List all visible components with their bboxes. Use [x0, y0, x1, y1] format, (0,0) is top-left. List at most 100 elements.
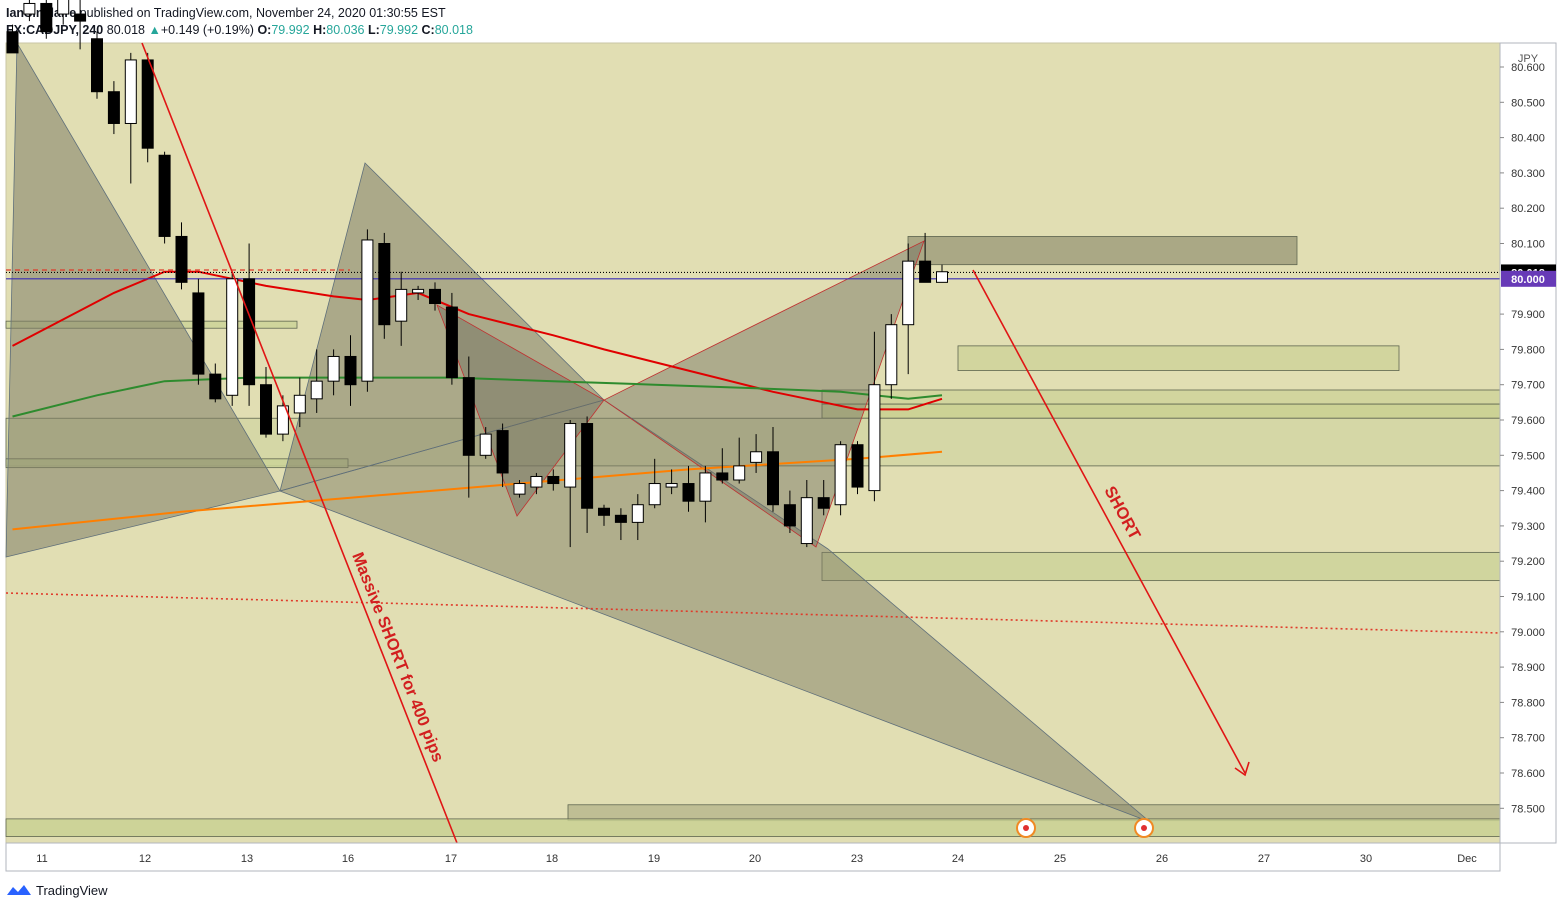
candle: [74, 0, 87, 50]
candle: [23, 0, 36, 22]
candle-body: [547, 475, 560, 485]
candle: [445, 292, 458, 385]
x-axis-ticks: 11 12 13 16 17 18 19 20 23 24 25 26 27 30 Dec: [36, 853, 1477, 865]
candle-body: [412, 288, 425, 294]
y-tick-label: 79.000: [1511, 627, 1545, 639]
candle: [378, 232, 391, 339]
candle-body: [395, 288, 408, 322]
candle: [412, 285, 425, 300]
candle: [936, 264, 948, 283]
candle: [310, 349, 323, 413]
event-marker-1[interactable]: [1016, 818, 1036, 838]
candle: [260, 367, 272, 438]
y-tick-label: 80.600: [1511, 62, 1545, 74]
candle: [783, 490, 796, 533]
y-axis-ticks: 80.600 80.500 80.400 80.300 80.200 80.100 79.9…: [1500, 62, 1545, 815]
candle: [648, 458, 661, 509]
candle: [327, 349, 340, 396]
candle-body: [936, 271, 948, 283]
candle: [851, 441, 864, 495]
y-tick-label: 79.300: [1511, 521, 1545, 533]
candle: [733, 437, 746, 484]
candle-body: [682, 483, 695, 502]
x-tick-label: 30: [1360, 853, 1372, 865]
y-tick-label: 80.300: [1511, 168, 1545, 180]
candle-body: [293, 394, 306, 414]
candle: [834, 441, 847, 516]
x-tick-label: 12: [139, 853, 151, 865]
candle-body: [74, 13, 87, 22]
zone-79-80: [957, 345, 1400, 371]
candle: [344, 335, 357, 406]
candle-body: [868, 384, 881, 492]
candle-body: [429, 288, 441, 305]
y-tick-label: 78.700: [1511, 733, 1545, 745]
chart-header: IanSinclaire published on TradingView.co…: [6, 5, 473, 39]
candle-body: [530, 475, 543, 488]
candle: [631, 494, 644, 541]
candle: [243, 243, 256, 406]
massive-short-arrow: [141, 42, 458, 844]
x-tick-label: Dec: [1457, 853, 1477, 865]
candles-layer: [6, 0, 948, 548]
candle: [6, 24, 19, 54]
low-label: L:: [367, 23, 380, 37]
x-tick-label: 25: [1054, 853, 1066, 865]
y-tick-label: 79.200: [1511, 556, 1545, 568]
candle: [395, 271, 408, 346]
y-tick-label: 80.500: [1511, 97, 1545, 109]
candle: [479, 427, 492, 459]
ma-mid: [12, 376, 943, 418]
red-dotted-trendline: [5, 592, 1501, 634]
x-tick-label: 24: [952, 853, 964, 865]
harmonic-patterns: [5, 41, 1151, 823]
candle: [141, 52, 154, 163]
symbol-name[interactable]: FX:CADJPY, 240: [6, 23, 104, 37]
candle-body: [91, 38, 103, 93]
candle: [107, 81, 120, 135]
y-tick-label: 79.500: [1511, 450, 1545, 462]
candle-body: [462, 377, 475, 456]
candle: [462, 356, 475, 498]
candle-body: [851, 444, 864, 488]
event-marker-2[interactable]: [1134, 818, 1154, 838]
footer-brand[interactable]: TradingView: [36, 882, 108, 898]
price-label: 80.000: [1501, 270, 1556, 287]
y-tick-label: 79.100: [1511, 592, 1545, 604]
candle-body: [158, 154, 171, 237]
candle: [817, 480, 830, 516]
candle-body: [648, 483, 661, 506]
tradingview-logo-icon[interactable]: [6, 883, 32, 897]
candle-body: [902, 260, 915, 326]
pattern-small-left: [436, 304, 605, 517]
candle: [750, 434, 763, 473]
pattern-big-left: [5, 41, 281, 558]
candle: [767, 427, 779, 512]
candle: [885, 314, 898, 399]
time-axis[interactable]: [5, 842, 1501, 872]
candle-body: [344, 355, 357, 386]
candle: [868, 331, 881, 502]
x-tick-label: 19: [648, 853, 660, 865]
y-tick-label: 78.500: [1511, 803, 1545, 815]
x-tick-label: 16: [342, 853, 354, 865]
price-label-text: 80.000: [1511, 274, 1545, 286]
y-tick-label: 79.600: [1511, 415, 1545, 427]
zone-supply-top: [907, 236, 1298, 266]
x-tick-label: 11: [36, 853, 47, 865]
candle-body: [276, 405, 289, 435]
candle-body: [40, 2, 53, 33]
candle-body: [598, 507, 610, 516]
symbol-line: FX:CADJPY, 240 80.018 ▲+0.149 (+0.19%) O…: [6, 22, 473, 39]
candle: [175, 222, 188, 290]
currency-label: JPY: [1518, 53, 1539, 65]
short-arrow: [972, 269, 1246, 774]
candle: [699, 465, 712, 523]
price-axis[interactable]: [1499, 42, 1557, 844]
candle: [40, 0, 53, 39]
y-tick-label: 80.200: [1511, 203, 1545, 215]
candle-body: [817, 497, 830, 509]
close-value: 80.018: [434, 23, 473, 37]
candle: [293, 377, 306, 428]
